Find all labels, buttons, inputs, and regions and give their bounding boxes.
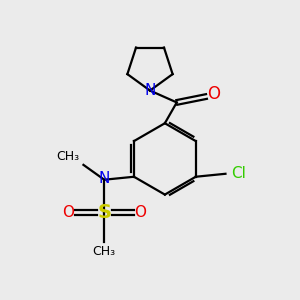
- Text: N: N: [99, 171, 110, 186]
- Text: O: O: [134, 205, 146, 220]
- Text: S: S: [97, 203, 111, 222]
- Text: Cl: Cl: [231, 166, 246, 181]
- Text: CH₃: CH₃: [93, 245, 116, 258]
- Text: N: N: [144, 83, 156, 98]
- Text: O: O: [62, 205, 74, 220]
- Text: CH₃: CH₃: [56, 150, 79, 164]
- Text: O: O: [207, 85, 220, 103]
